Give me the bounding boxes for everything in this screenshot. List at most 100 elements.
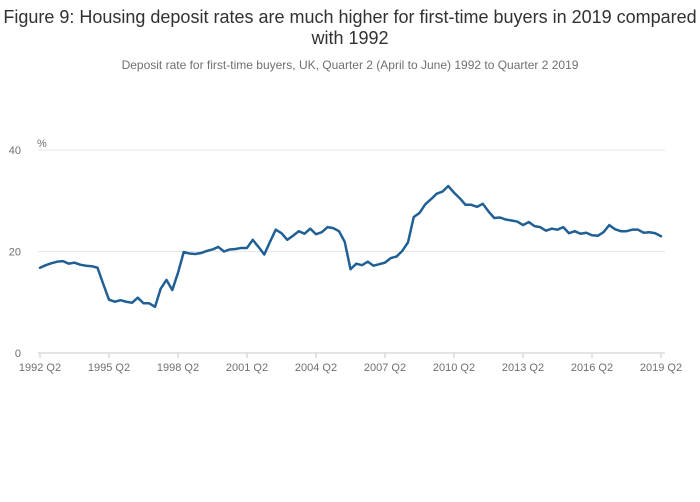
data-point[interactable] [637,228,639,230]
data-point[interactable] [459,197,461,199]
data-point[interactable] [73,261,75,263]
data-point[interactable] [585,232,587,234]
data-point[interactable] [217,246,219,248]
data-point[interactable] [660,235,662,237]
data-point[interactable] [200,252,202,254]
data-point[interactable] [269,241,271,243]
data-point[interactable] [499,216,501,218]
data-point[interactable] [625,230,627,232]
data-point[interactable] [631,228,633,230]
data-point[interactable] [206,250,208,252]
data-point[interactable] [119,299,121,301]
data-point[interactable] [102,283,104,285]
data-point[interactable] [424,203,426,205]
data-point[interactable] [390,257,392,259]
data-point[interactable] [85,265,87,267]
data-point[interactable] [528,221,530,223]
data-point[interactable] [487,210,489,212]
data-point[interactable] [309,227,311,229]
data-point[interactable] [384,261,386,263]
data-point[interactable] [539,226,541,228]
data-point[interactable] [194,253,196,255]
data-point[interactable] [597,235,599,237]
data-point[interactable] [148,302,150,304]
data-point[interactable] [516,220,518,222]
data-point[interactable] [298,230,300,232]
data-point[interactable] [91,265,93,267]
data-point[interactable] [418,212,420,214]
data-point[interactable] [223,250,225,252]
data-point[interactable] [407,241,409,243]
data-point[interactable] [510,219,512,221]
data-point[interactable] [108,299,110,301]
data-point[interactable] [470,204,472,206]
data-point[interactable] [648,231,650,233]
data-point[interactable] [257,246,259,248]
data-point[interactable] [441,190,443,192]
data-point[interactable] [315,233,317,235]
data-point[interactable] [545,229,547,231]
data-point[interactable] [263,253,265,255]
data-point[interactable] [246,247,248,249]
data-point[interactable] [45,264,47,266]
data-point[interactable] [171,289,173,291]
data-point[interactable] [332,227,334,229]
data-point[interactable] [211,248,213,250]
data-point[interactable] [142,302,144,304]
data-point[interactable] [355,262,357,264]
data-point[interactable] [579,233,581,235]
data-point[interactable] [493,217,495,219]
data-point[interactable] [533,225,535,227]
data-point[interactable] [62,260,64,262]
data-point[interactable] [556,228,558,230]
data-point[interactable] [68,262,70,264]
data-point[interactable] [413,216,415,218]
data-point[interactable] [321,231,323,233]
data-point[interactable] [482,203,484,205]
data-point[interactable] [154,306,156,308]
data-point[interactable] [395,255,397,257]
data-point[interactable] [591,234,593,236]
data-point[interactable] [654,232,656,234]
data-point[interactable] [568,232,570,234]
data-point[interactable] [476,206,478,208]
data-point[interactable] [436,192,438,194]
data-point[interactable] [137,296,139,298]
data-point[interactable] [188,252,190,254]
data-point[interactable] [430,198,432,200]
data-point[interactable] [131,302,133,304]
data-point[interactable] [79,263,81,265]
data-point[interactable] [50,262,52,264]
data-point[interactable] [447,185,449,187]
data-point[interactable] [240,247,242,249]
data-point[interactable] [344,241,346,243]
data-point[interactable] [326,226,328,228]
data-point[interactable] [372,265,374,267]
data-point[interactable] [643,232,645,234]
data-point[interactable] [125,301,127,303]
data-point[interactable] [574,230,576,232]
data-point[interactable] [280,232,282,234]
data-point[interactable] [114,301,116,303]
data-point[interactable] [453,191,455,193]
data-point[interactable] [275,228,277,230]
data-point[interactable] [252,239,254,241]
data-point[interactable] [551,227,553,229]
data-point[interactable] [183,251,185,253]
data-point[interactable] [608,224,610,226]
data-point[interactable] [522,224,524,226]
data-point[interactable] [286,239,288,241]
data-point[interactable] [614,228,616,230]
data-point[interactable] [378,263,380,265]
data-point[interactable] [505,218,507,220]
data-point[interactable] [39,267,41,269]
data-point[interactable] [367,260,369,262]
data-point[interactable] [303,233,305,235]
data-point[interactable] [349,268,351,270]
data-point[interactable] [234,248,236,250]
data-point[interactable] [229,248,231,250]
data-point[interactable] [292,235,294,237]
data-point[interactable] [602,231,604,233]
data-point[interactable] [177,272,179,274]
data-point[interactable] [464,204,466,206]
